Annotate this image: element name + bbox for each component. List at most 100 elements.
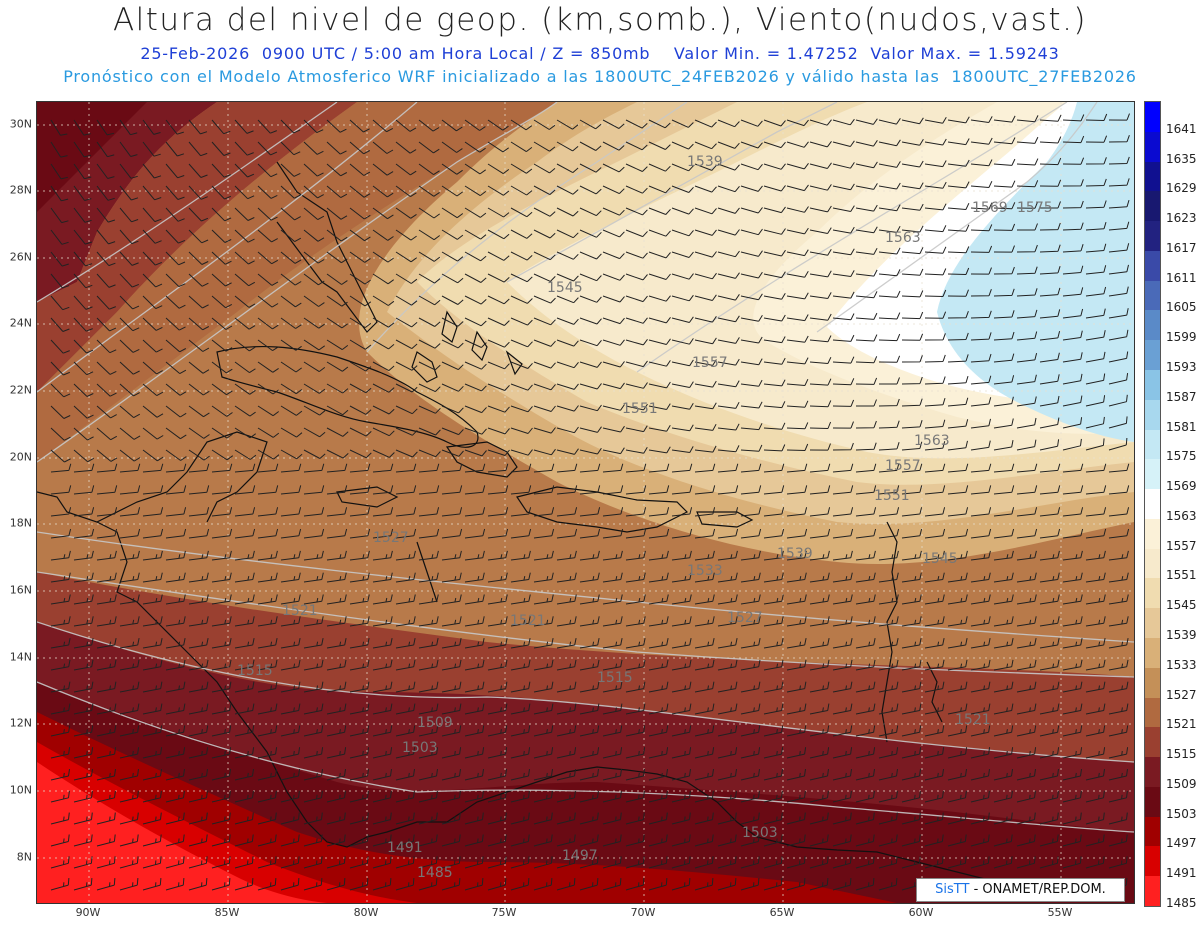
wind-barb: [188, 507, 210, 517]
wind-barb: [303, 769, 323, 781]
wind-barb: [740, 401, 763, 409]
wind-barb: [487, 251, 510, 261]
wind-barb: [832, 703, 853, 715]
wind-barb: [832, 856, 852, 869]
wind-barb: [533, 273, 556, 282]
wind-barb: [234, 638, 255, 649]
wind-barb: [165, 681, 186, 693]
wind-barb: [73, 703, 94, 715]
wind-barb: [73, 659, 94, 671]
wind-barb: [188, 638, 209, 649]
wind-barb: [1016, 201, 1039, 209]
wind-barb: [165, 449, 187, 461]
wind-barb: [602, 447, 625, 455]
wind-barb: [625, 638, 646, 649]
wind-barb: [924, 769, 944, 781]
wind-barb: [372, 405, 395, 415]
wind-barb: [234, 594, 255, 605]
wind-barb: [464, 207, 487, 218]
wind-barb: [556, 448, 579, 455]
wind-barb: [1016, 288, 1038, 297]
wind-barb: [395, 507, 417, 517]
wind-barb: [648, 769, 668, 781]
wind-barb: [993, 769, 1013, 781]
wind-barb: [418, 878, 438, 891]
wind-barb: [740, 790, 760, 803]
wind-barb: [1039, 550, 1060, 561]
wind-barb: [1016, 352, 1038, 363]
wind-barb: [487, 229, 510, 240]
wind-barb: [280, 185, 301, 199]
wind-barb: [809, 747, 830, 759]
wind-barb: [832, 291, 855, 299]
wind-barb: [349, 141, 371, 155]
wind-barb: [832, 226, 855, 234]
wind-barb: [510, 427, 533, 434]
wind-barb: [947, 397, 969, 407]
wind-barb: [717, 485, 739, 495]
geopotential-wind-map[interactable]: 1539 1545 1557 1563 1569 1575 1551 1563 …: [36, 101, 1135, 904]
wind-barb: [694, 703, 715, 715]
wind-barb: [441, 339, 464, 349]
wind-barb: [165, 207, 185, 222]
colorbar-cell: [1145, 786, 1160, 818]
wind-barb: [579, 616, 600, 627]
wind-barb: [579, 507, 601, 517]
wind-barb: [1016, 616, 1037, 627]
wind-barb: [602, 878, 622, 891]
wind-barb: [349, 317, 372, 329]
wind-barb: [395, 790, 415, 803]
wind-barb: [372, 229, 394, 241]
wind-barb: [280, 317, 302, 329]
wind-barb: [832, 594, 853, 605]
wind-barb: [878, 420, 900, 429]
colorbar-cell: [1145, 191, 1160, 222]
wind-barb: [165, 747, 186, 759]
wind-barb: [464, 572, 485, 583]
wind-barb: [96, 361, 117, 375]
wind-barb: [142, 703, 163, 715]
wind-barb: [832, 140, 855, 147]
wind-barb: [993, 158, 1016, 166]
wind-barb: [878, 312, 901, 320]
wind-barb: [694, 878, 714, 891]
wind-barb: [280, 405, 303, 416]
wind-barb: [855, 334, 878, 342]
wind-barb: [418, 163, 440, 176]
wind-barb: [165, 594, 186, 605]
wind-barb: [1108, 528, 1130, 539]
wind-barb: [1039, 439, 1060, 451]
wind-barb: [326, 725, 347, 737]
wind-barb: [326, 507, 348, 517]
wind-barb: [165, 790, 185, 803]
wind-barb: [464, 339, 487, 348]
wind-barb: [970, 137, 993, 145]
wind-barb: [625, 769, 645, 781]
wind-barb: [648, 141, 671, 150]
wind-barb: [533, 725, 554, 737]
wind-barb: [694, 790, 714, 803]
wind-barb: [119, 594, 140, 605]
wind-barb: [671, 703, 692, 715]
wind-barb: [740, 681, 761, 693]
wind-barb: [326, 251, 348, 264]
wind-barb: [625, 790, 645, 803]
wind-barb: [533, 834, 553, 847]
wind-barb: [993, 681, 1014, 693]
wind-barb: [142, 747, 163, 759]
wind-barb: [533, 405, 556, 412]
wind-barb: [671, 812, 691, 825]
wind-barb: [740, 315, 763, 322]
wind-barb: [441, 703, 462, 715]
wind-barb: [786, 163, 809, 170]
wind-barb: [924, 333, 946, 341]
wind-barb: [786, 703, 807, 715]
wind-barb: [96, 572, 117, 583]
wind-barb: [1039, 114, 1062, 122]
wind-barb: [142, 141, 161, 157]
wind-barb: [119, 295, 140, 310]
wind-barb: [1016, 747, 1037, 759]
wind-barb: [280, 528, 302, 539]
wind-barb: [855, 377, 878, 385]
wind-barb: [625, 207, 648, 216]
